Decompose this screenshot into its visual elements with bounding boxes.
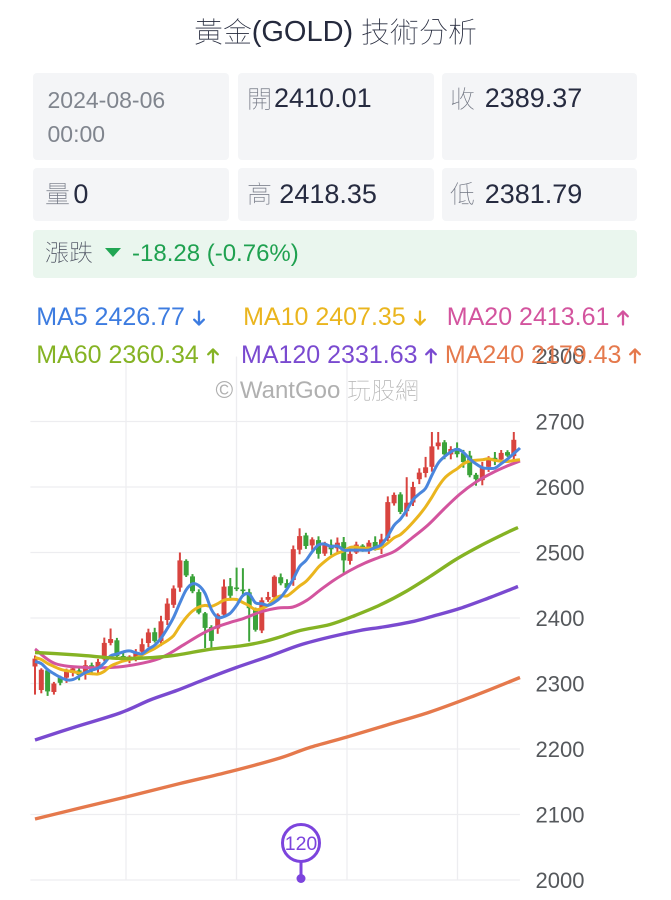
svg-text:2500: 2500 bbox=[536, 540, 585, 565]
svg-text:2400: 2400 bbox=[536, 606, 585, 631]
svg-text:2100: 2100 bbox=[536, 802, 585, 827]
svg-text:120: 120 bbox=[285, 833, 318, 855]
svg-text:2600: 2600 bbox=[536, 475, 585, 500]
svg-text:2200: 2200 bbox=[536, 737, 585, 762]
svg-text:2800: 2800 bbox=[536, 344, 585, 369]
svg-text:2700: 2700 bbox=[536, 409, 585, 434]
svg-text:2000: 2000 bbox=[536, 868, 585, 893]
svg-text:2300: 2300 bbox=[536, 671, 585, 696]
